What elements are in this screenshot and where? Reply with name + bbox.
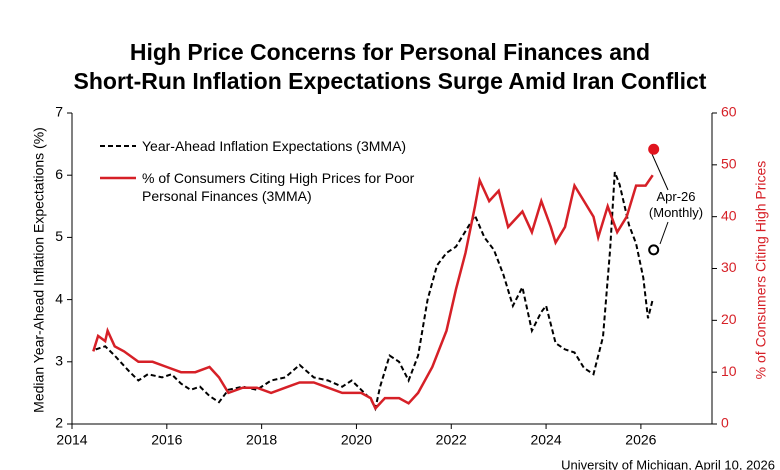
y-axis-label: Median Year-Ahead Inflation Expectations… <box>31 127 47 413</box>
x-tick-label: 2024 <box>530 432 561 448</box>
y2-tick-label: 40 <box>721 207 737 223</box>
y-tick-label: 6 <box>55 166 63 182</box>
source: University of Michigan, April 10, 2026 <box>561 457 775 470</box>
x-tick-label: 2020 <box>341 432 372 448</box>
y2-tick-label: 30 <box>721 259 737 275</box>
chart-title-line: High Price Concerns for Personal Finance… <box>129 39 651 65</box>
x-tick-label: 2014 <box>56 432 87 448</box>
annotation: Apr-26 (Monthly) <box>648 189 704 220</box>
y2-tick-label: 0 <box>721 415 729 431</box>
y-tick-label: 2 <box>55 415 63 431</box>
annotation-arrow <box>651 153 669 191</box>
y-tick-label: 5 <box>55 228 63 244</box>
y2-tick-label: 10 <box>721 363 737 379</box>
y2-axis-label: % of Consumers Citing High Prices <box>753 161 769 380</box>
legend-label: % of Consumers Citing High Prices for Po… <box>142 170 415 204</box>
x-tick-label: 2018 <box>246 432 277 448</box>
legend-label: Year-Ahead Inflation Expectations (3MMA) <box>142 138 407 154</box>
monthly-point <box>648 244 660 256</box>
y2-tick-label: 20 <box>721 311 737 327</box>
monthly-point <box>648 143 660 155</box>
annotation-arrow <box>659 221 669 245</box>
y-tick-label: 4 <box>55 290 63 306</box>
chart-title: High Price Concerns for Personal Finance… <box>0 38 780 96</box>
x-tick-label: 2016 <box>151 432 182 448</box>
chart-title-line: Short-Run Inflation Expectations Surge A… <box>73 68 707 94</box>
x-tick-label: 2026 <box>625 432 656 448</box>
y2-tick-label: 50 <box>721 156 737 172</box>
x-tick-label: 2022 <box>436 432 467 448</box>
series-line <box>92 174 654 411</box>
y2-tick-label: 60 <box>721 104 737 120</box>
y-tick-label: 7 <box>55 104 63 120</box>
y-tick-label: 3 <box>55 353 63 369</box>
series-line <box>95 171 654 412</box>
